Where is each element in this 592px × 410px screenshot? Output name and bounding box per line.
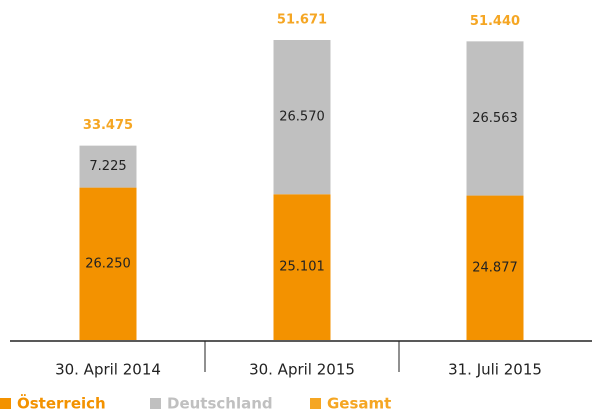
bar-segment (466, 41, 524, 196)
segment-label: 25.101 (279, 260, 325, 275)
x-tick-label: 31. Juli 2015 (448, 361, 542, 379)
bar-segment (79, 187, 137, 340)
legend-label: Deutschland (167, 395, 273, 410)
total-label: 51.671 (277, 13, 327, 28)
x-tick-label: 30. April 2015 (249, 361, 355, 379)
legend-label: Österreich (17, 394, 106, 410)
legend-swatch (0, 398, 11, 409)
bar-segment (273, 40, 331, 195)
segment-label: 26.570 (279, 110, 325, 125)
bar-segment (466, 195, 524, 340)
total-label: 51.440 (470, 14, 520, 29)
segment-label: 26.563 (472, 111, 518, 126)
segment-label: 7.225 (89, 159, 126, 174)
segment-label: 24.877 (472, 260, 518, 275)
legend-label: Gesamt (327, 395, 391, 410)
bar-segment (273, 194, 331, 340)
bar-segment (79, 145, 137, 188)
total-label: 33.475 (83, 118, 133, 133)
x-tick-label: 30. April 2014 (55, 361, 161, 379)
segment-label: 26.250 (85, 256, 131, 271)
legend-swatch (150, 398, 161, 409)
legend-swatch (310, 398, 321, 409)
